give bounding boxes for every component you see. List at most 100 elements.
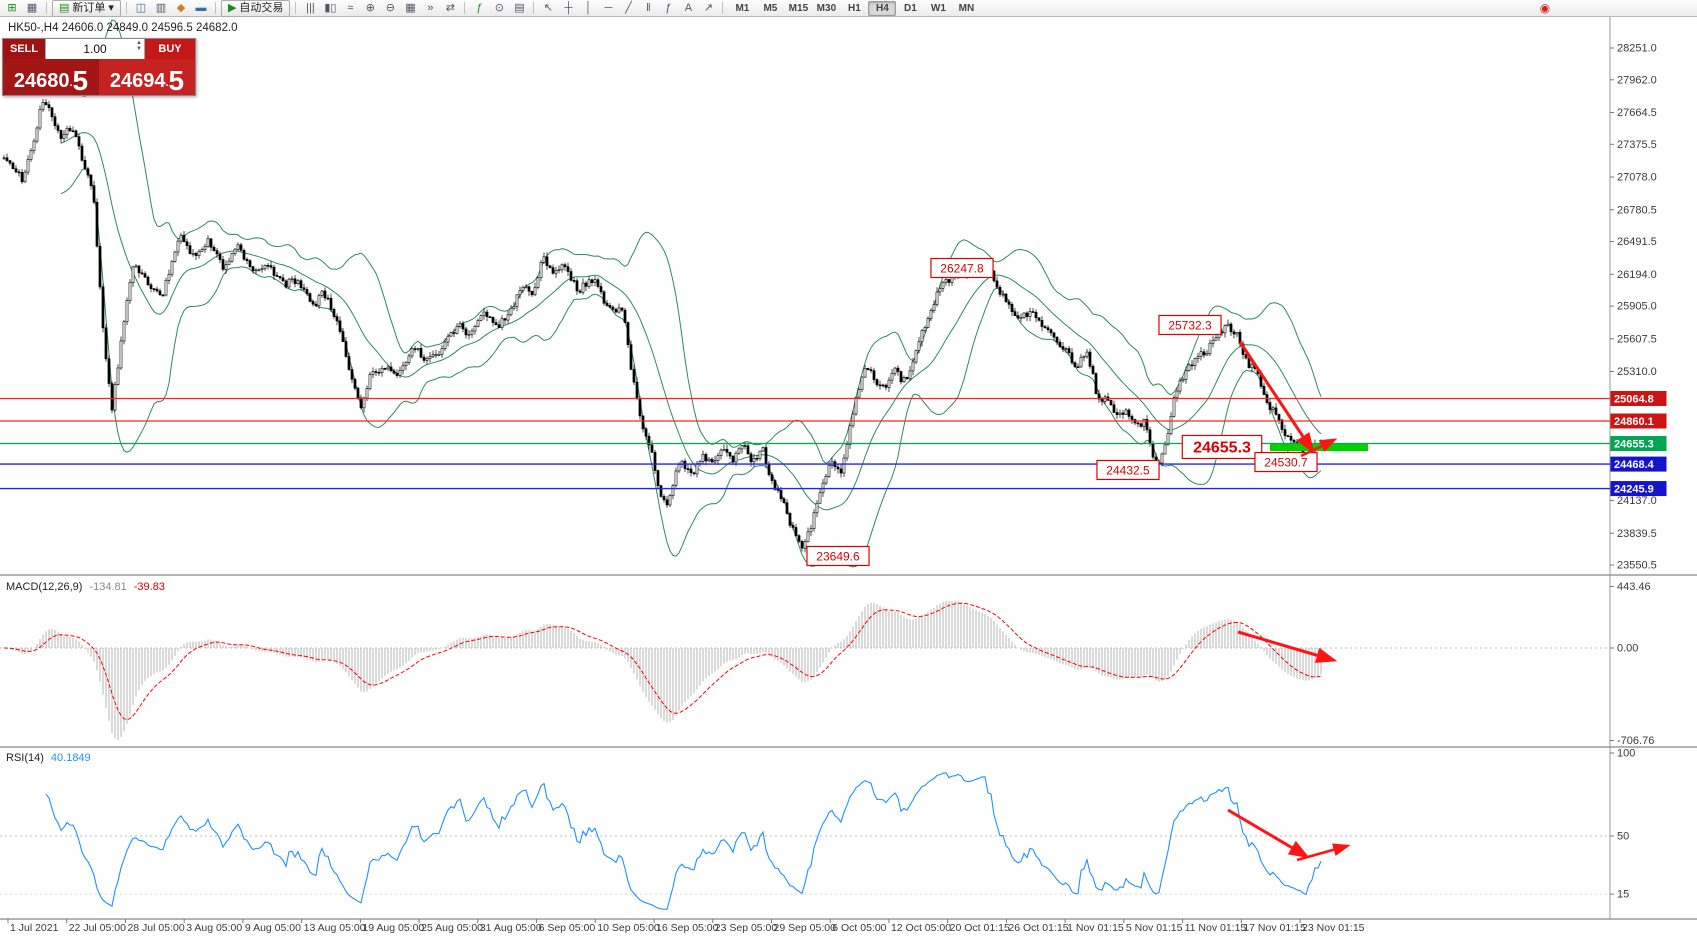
bollinger-bands — [60, 19, 1322, 568]
new-chart-icon[interactable]: ⊞ — [7, 1, 17, 14]
toolbar-separator — [46, 2, 47, 14]
arrows-tool-icon[interactable]: ↗ — [703, 1, 714, 14]
zoom-in-icon[interactable]: ⊕ — [365, 1, 376, 14]
price-tag — [1610, 456, 1667, 472]
price-axis-label: 27664.5 — [1617, 107, 1657, 119]
macd-axis-label: 0.00 — [1617, 643, 1638, 655]
text-tool-icon[interactable]: A — [684, 1, 693, 14]
trend-arrow[interactable] — [1238, 341, 1315, 454]
price-callout-box[interactable] — [1254, 451, 1318, 473]
volume-input[interactable] — [58, 41, 132, 57]
timeframe-button-m5[interactable]: M5 — [763, 2, 778, 14]
price-tag-text: 25064.8 — [1614, 393, 1654, 405]
trend-arrow[interactable] — [1237, 630, 1338, 663]
price-callout-text: 26247.8 — [940, 261, 984, 275]
toolbar-separator — [125, 2, 127, 14]
trend-arrow[interactable] — [1296, 843, 1351, 862]
toolbar-separator — [722, 2, 724, 14]
cursor-icon[interactable]: ↖ — [543, 1, 554, 14]
price-callout-box[interactable] — [1096, 459, 1160, 481]
time-axis-label: 5 Nov 01:15 — [1126, 922, 1183, 934]
timeframe-button-w1[interactable]: W1 — [930, 2, 946, 14]
data-window-icon[interactable]: ▥ — [155, 1, 167, 14]
time-axis-label: 26 Oct 01:15 — [1008, 922, 1068, 934]
timeframe-button-m1[interactable]: M1 — [735, 2, 750, 14]
trend-arrow[interactable] — [1300, 438, 1338, 458]
tile-windows-icon[interactable]: ▦ — [405, 1, 416, 14]
auto-scroll-icon[interactable]: » — [427, 1, 434, 14]
time-axis-label: 23 Sep 05:00 — [715, 922, 778, 934]
toolbar-right-badge-icon[interactable]: ◉ — [1539, 0, 1551, 15]
chart-shift-icon[interactable]: ⇄ — [445, 1, 456, 14]
new-order-button[interactable]: ▤ 新订单 ▾ — [52, 0, 121, 17]
time-axis-label: 3 Aug 05:00 — [186, 922, 242, 934]
new-order-icon: ▤ — [59, 2, 70, 14]
toolbar-separator — [214, 2, 216, 14]
market-watch-icon[interactable]: ◫ — [135, 1, 147, 14]
trendline-icon[interactable]: ╱ — [625, 1, 632, 14]
price-tag — [1610, 390, 1667, 406]
timeframe-button-m30[interactable]: M30 — [816, 2, 837, 14]
buy-button[interactable]: BUY — [145, 39, 195, 59]
sell-price[interactable]: 24680. 5 — [3, 59, 99, 95]
volume-up-icon[interactable]: ▲ — [136, 40, 142, 46]
timeframe-button-mn[interactable]: MN — [958, 2, 975, 14]
sell-button[interactable]: SELL — [3, 39, 45, 59]
timeframe-button-d1[interactable]: D1 — [904, 2, 917, 14]
price-axis-label: 23550.5 — [1617, 560, 1657, 572]
rsi-axis-label: 50 — [1617, 831, 1629, 843]
price-callout-text: 24530.7 — [1264, 455, 1308, 469]
timeframe-button-h4[interactable]: H4 — [868, 0, 897, 16]
profiles-icon[interactable]: ▦ — [26, 1, 38, 14]
candlestick-chart-icon[interactable]: ▮▯ — [324, 1, 337, 14]
price-callout-box[interactable] — [1181, 434, 1263, 460]
time-axis-label: 25 Aug 05:00 — [421, 922, 483, 934]
time-axis-label: 23 Nov 01:15 — [1302, 922, 1365, 934]
rsi-axis-label: 100 — [1617, 748, 1635, 760]
autotrading-button[interactable]: ▶ 自动交易 — [220, 0, 291, 17]
bar-chart-icon[interactable]: ||| — [306, 1, 315, 14]
sell-price-decimal: . — [69, 77, 73, 90]
rsi-indicator — [0, 772, 1610, 911]
price-callout-text: 24432.5 — [1106, 463, 1150, 477]
vertical-line-icon[interactable]: │ — [584, 1, 592, 14]
price-callout-box[interactable] — [930, 257, 994, 279]
price-axis-label: 25310.0 — [1617, 366, 1657, 378]
zoom-out-icon[interactable]: ⊖ — [385, 1, 396, 14]
navigator-icon[interactable]: ◆ — [176, 1, 186, 14]
price-axis-label: 23839.5 — [1617, 528, 1657, 540]
time-axis-label: 28 Jul 05:00 — [127, 922, 184, 934]
price-axis-label: 27375.5 — [1617, 139, 1657, 151]
crosshair-icon[interactable]: ┼ — [564, 1, 573, 14]
timeframe-button-m15[interactable]: M15 — [788, 2, 809, 14]
fibonacci-icon[interactable]: ƒ — [665, 1, 672, 14]
buy-price[interactable]: 24694. 5 — [99, 59, 195, 95]
buy-price-pip: 5 — [168, 65, 185, 97]
time-axis-label: 16 Sep 05:00 — [656, 922, 719, 934]
periods-icon[interactable]: ⊙ — [494, 1, 505, 14]
main-toolbar: ⊞ ▦ ▤ 新订单 ▾ ◫ ▥ ◆ ▬ ▶ 自动交易 ||| ▮▯ ≈ ⊕ ⊖ … — [0, 0, 1697, 17]
price-callout-text: 25732.3 — [1168, 318, 1212, 332]
time-axis-label: 1 Nov 01:15 — [1067, 922, 1124, 934]
price-callout-box[interactable] — [1158, 314, 1222, 336]
trend-arrow[interactable] — [1227, 808, 1310, 859]
sell-price-main: 24680 — [13, 70, 70, 92]
rsi-label: RSI(14) 40.1849 — [6, 752, 91, 764]
terminal-icon[interactable]: ▬ — [195, 1, 207, 14]
price-callout-box[interactable] — [806, 545, 870, 567]
line-chart-icon[interactable]: ≈ — [347, 1, 354, 14]
templates-icon[interactable]: ▤ — [514, 1, 525, 14]
channel-icon[interactable]: ‖ — [646, 1, 651, 14]
price-axis-label: 26491.5 — [1617, 236, 1657, 248]
macd-axis-label: 443.46 — [1617, 581, 1651, 593]
time-axis-label: 12 Oct 05:00 — [891, 922, 951, 934]
indicators-icon[interactable]: ƒ — [476, 1, 483, 14]
volume-down-icon[interactable]: ▼ — [136, 46, 142, 52]
price-tag-text: 24655.3 — [1614, 438, 1654, 450]
time-axis-label: 17 Nov 01:15 — [1243, 922, 1306, 934]
chevron-down-icon: ▾ — [108, 2, 114, 14]
horizontal-line-icon[interactable]: ─ — [604, 1, 613, 14]
timeframe-button-h1[interactable]: H1 — [848, 2, 861, 14]
